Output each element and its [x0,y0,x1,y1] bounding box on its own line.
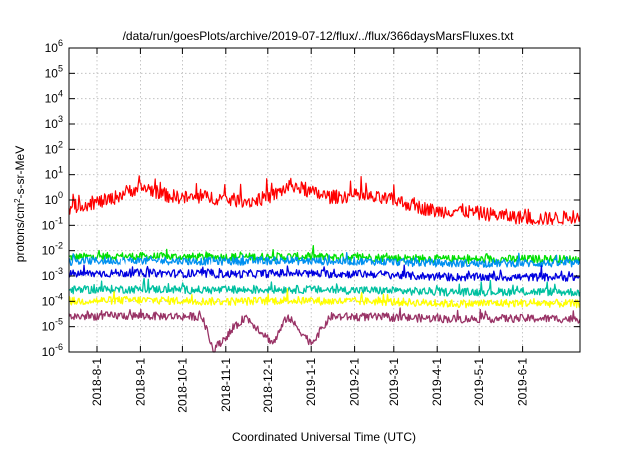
y-axis-label: protons/cm2-s-sr-MeV [13,146,28,262]
x-tick-label: 2018-12-1 [261,358,275,413]
y-tick-label: 101 [45,165,63,182]
y-axis-label-sup: 2 [13,198,22,203]
y-tick-label: 104 [45,89,63,106]
x-tick-labels: 2018-8-1 2018-9-1 2018-10-1 2018-11-1 2018-1… [90,358,530,413]
x-tick-label: 2019-4-1 [430,358,444,406]
y-tick-label: 10-5 [42,317,63,334]
y-tick-label: 10-1 [42,215,63,232]
y-tick-label: 10-4 [42,291,63,308]
y-tick-label: 103 [45,114,63,131]
y-axis-label-base: protons/cm [13,203,27,262]
x-tick-label: 2018-11-1 [219,358,233,412]
x-tick-label: 2018-10-1 [175,358,189,413]
x-axis-label: Coordinated Universal Time (UTC) [232,430,416,444]
chart-title: /data/run/goesPlots/archive/2019-07-12/f… [123,29,515,43]
y-axis-label-rest: -s-sr-MeV [13,146,27,199]
series-line [68,307,581,353]
x-tick-label: 2018-8-1 [90,358,104,406]
y-tick-label: 10-3 [42,266,63,283]
y-tick-label: 10-2 [42,241,63,258]
series-line [69,252,581,269]
y-tick-label: 10-6 [42,342,63,359]
y-tick-labels: 10-6 10-5 10-4 10-3 10-2 10-1 100 101 102 103 104 1… [42,38,63,359]
x-tick-label: 2019-3-1 [387,358,401,406]
x-tick-label: 2019-2-1 [348,358,362,406]
y-tick-label: 100 [45,190,63,207]
x-tick-label: 2019-1-1 [304,358,318,406]
series-group [68,175,581,353]
y-tick-label: 102 [45,139,63,156]
x-tick-label: 2019-5-1 [472,358,486,406]
y-tick-label: 106 [45,38,63,55]
y-tick-label: 105 [45,63,63,80]
series-line [68,175,581,226]
x-tick-label: 2018-9-1 [133,358,147,406]
series-line [68,264,581,282]
x-tick-label: 2019-6-1 [516,358,530,406]
series-line [68,245,581,265]
axis-ticks [69,47,580,353]
series-line [68,288,581,309]
series-line [68,277,581,297]
